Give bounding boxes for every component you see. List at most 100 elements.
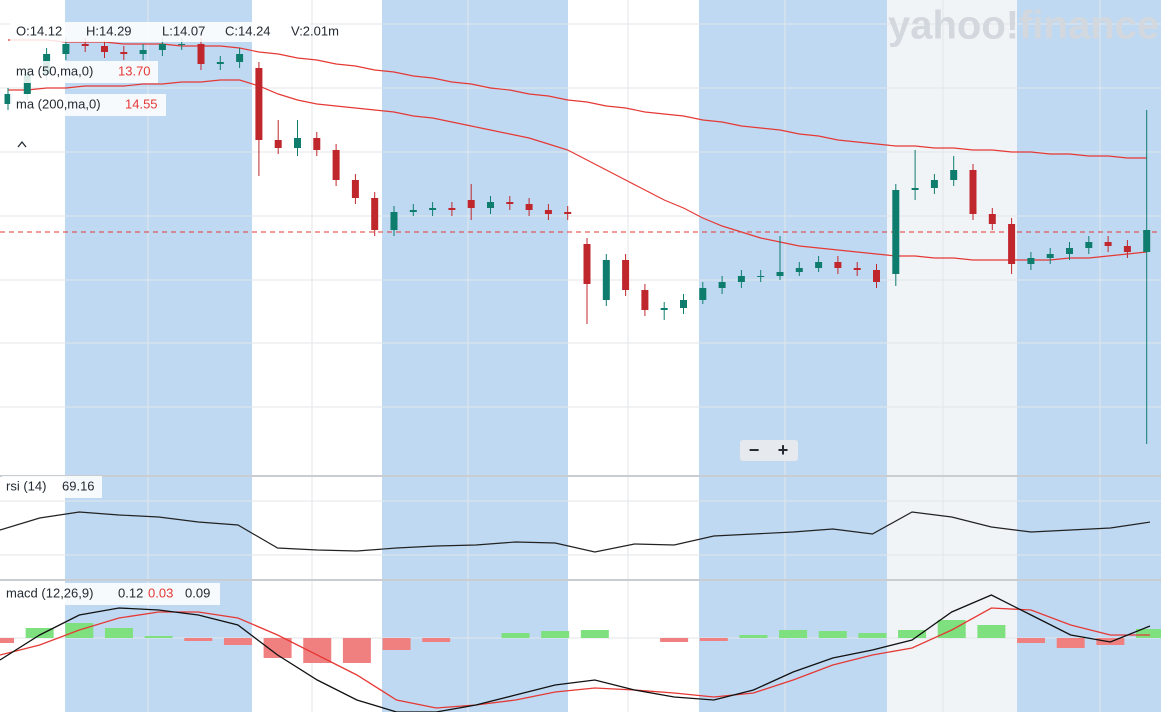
macd-histogram-bar xyxy=(818,631,847,638)
macd-histogram-bar xyxy=(660,638,689,642)
collapse-icon[interactable] xyxy=(17,140,27,148)
candle-body xyxy=(332,150,340,180)
overlay-value: 14.55 xyxy=(125,96,158,111)
candle-body xyxy=(1085,242,1093,248)
macd-histogram-bar xyxy=(1056,638,1085,648)
macd-histogram-bar xyxy=(0,638,14,643)
candle-body xyxy=(487,202,494,208)
period-bands xyxy=(65,0,1161,712)
rsi-value: 69.16 xyxy=(62,478,95,493)
candle-body xyxy=(409,210,417,212)
macd-histogram-bar xyxy=(422,638,451,642)
macd-histogram-bar xyxy=(1136,629,1161,638)
band xyxy=(887,0,1017,712)
overlay-name: ma (50,ma,0) xyxy=(16,63,93,78)
candle-body xyxy=(81,44,89,46)
macd-histogram-bar xyxy=(501,633,530,638)
candle-body xyxy=(544,210,552,214)
candle-body xyxy=(390,212,398,230)
candle-body xyxy=(313,138,321,150)
rsi-line xyxy=(0,511,1151,553)
macd-histogram-bar xyxy=(580,630,609,638)
candle-body xyxy=(660,308,668,310)
candle-body xyxy=(294,138,301,148)
overlay-name: ma (200,ma,0) xyxy=(16,96,101,111)
watermark: yahoo!finance xyxy=(888,4,1159,48)
macd-histogram-bar xyxy=(144,636,173,638)
candle-body xyxy=(718,282,726,288)
signal-value: 0.03 xyxy=(148,585,173,600)
candle-body xyxy=(1143,230,1151,252)
legend: O:14.12 H:14.29 L:14.07 C:14.24 V:2.01m … xyxy=(2,22,339,605)
candle-body xyxy=(776,272,784,276)
ohlcv-label: H:14.29 xyxy=(86,23,132,38)
macd-histogram-bar xyxy=(104,628,133,638)
legend-bg xyxy=(2,583,220,605)
macd-histogram-bar xyxy=(977,625,1006,638)
legend-bg xyxy=(10,61,158,83)
candle-body xyxy=(351,180,359,198)
candle-body xyxy=(795,268,803,272)
candle-body xyxy=(815,262,823,268)
macd-name: macd (12,26,9) xyxy=(6,585,93,600)
macd-histogram-bar xyxy=(1017,638,1046,643)
legend-bg xyxy=(2,476,102,498)
macd-histogram-bar xyxy=(223,638,252,645)
candle-body xyxy=(1066,248,1073,254)
candle-body xyxy=(120,52,128,54)
signal-line xyxy=(0,607,1150,709)
macd-histogram-bar xyxy=(342,638,371,663)
candle-body xyxy=(641,290,649,310)
macd-value: 0.12 xyxy=(118,585,143,600)
ohlcv-label: L:14.07 xyxy=(162,23,205,38)
candle-body xyxy=(1104,242,1112,246)
candle-body xyxy=(506,202,514,204)
candle-body xyxy=(62,44,70,54)
candle-body xyxy=(699,288,707,300)
moving-average xyxy=(8,79,1147,261)
candle-body xyxy=(853,268,861,270)
legend-bg xyxy=(10,94,166,116)
histogram-value: 0.09 xyxy=(185,585,210,600)
macd-histogram-bar xyxy=(858,633,887,638)
candle-body xyxy=(236,54,244,62)
zoom-out-button[interactable]: − xyxy=(749,440,760,460)
zoom-in-button[interactable]: + xyxy=(778,440,789,460)
candle-body xyxy=(950,170,958,180)
ohlcv-label: V:2.01m xyxy=(291,23,339,38)
candle-body xyxy=(969,170,977,214)
candle-body xyxy=(371,198,379,230)
candle-body xyxy=(216,62,224,64)
candle-body xyxy=(930,180,938,188)
candle-body xyxy=(757,276,765,277)
candle-body xyxy=(834,262,842,268)
candle-body xyxy=(197,44,205,64)
candle-body xyxy=(583,244,591,284)
candle-body xyxy=(1027,258,1035,264)
candle-body xyxy=(1046,254,1054,258)
band xyxy=(382,0,568,712)
macd-histogram-bar xyxy=(898,630,927,638)
macd-histogram-bar xyxy=(541,631,570,638)
macd-histogram-bar xyxy=(699,638,728,641)
macd-line xyxy=(0,594,1151,712)
legend-bg xyxy=(10,22,310,42)
candle-body xyxy=(602,260,610,300)
candle-body xyxy=(23,74,31,94)
candle-body xyxy=(988,214,996,224)
candle-body xyxy=(911,188,919,190)
band xyxy=(699,0,887,712)
candle-body xyxy=(274,140,282,148)
candle-body xyxy=(158,44,166,50)
candle-body xyxy=(4,94,12,104)
zoom-bg xyxy=(740,440,798,461)
candle-body xyxy=(467,200,475,208)
macd-histogram-bar xyxy=(382,638,411,650)
candle-body xyxy=(564,212,572,214)
macd-histogram-bar xyxy=(184,638,213,641)
band xyxy=(1017,0,1161,712)
macd-histogram-bar xyxy=(739,635,768,638)
candle-body xyxy=(737,276,745,282)
